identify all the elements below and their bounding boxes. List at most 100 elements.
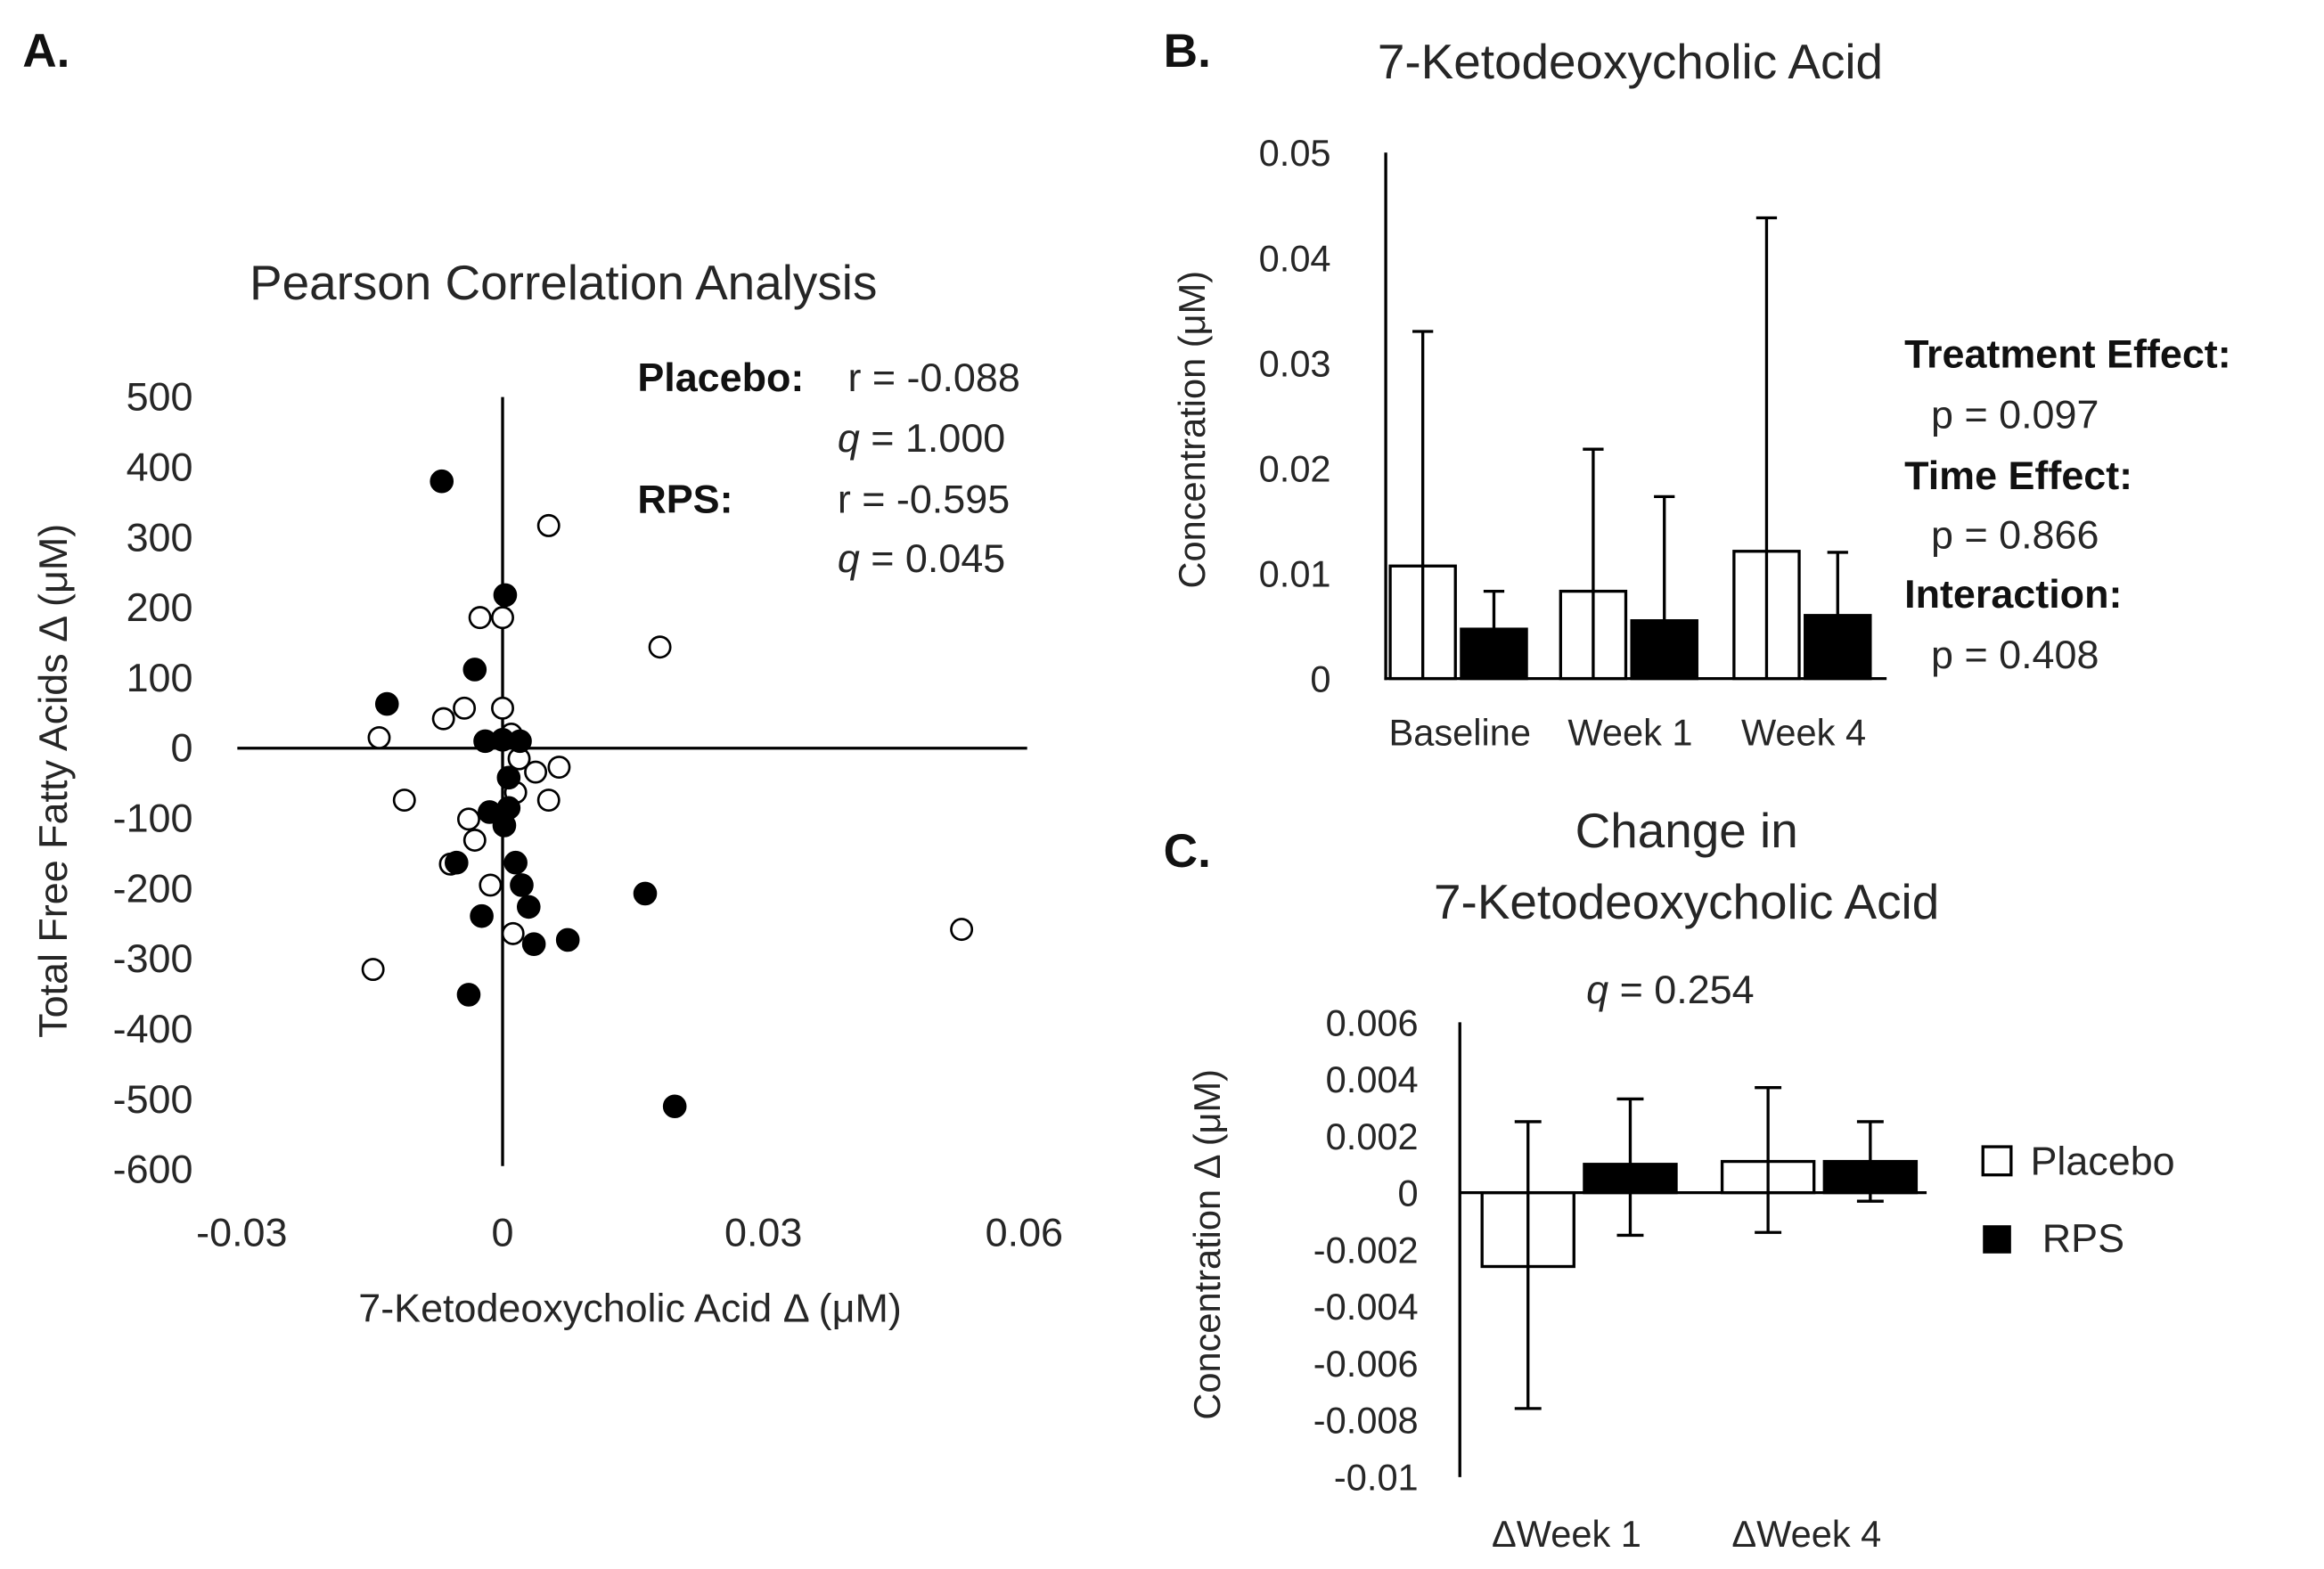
treatment-effect-p: p = 0.097	[1931, 392, 2099, 437]
placebo-point	[392, 789, 416, 813]
y-tick-label: 100	[127, 655, 193, 700]
placebo-r: r = -0.088	[847, 355, 1019, 400]
rps-point	[496, 765, 521, 790]
y-tick-label: 0	[171, 725, 193, 771]
x-tick-label: 0.03	[724, 1209, 802, 1254]
y-tick-label: 300	[127, 514, 193, 560]
y-tick-label: 0.03	[1259, 342, 1331, 384]
y-tick-label: 0	[1398, 1173, 1419, 1214]
placebo-point	[536, 513, 561, 537]
treatment-effect-label: Treatment Effect:	[1904, 331, 2231, 376]
rps-point	[492, 813, 517, 838]
x-tick-label: -0.03	[196, 1209, 287, 1254]
rps-stat-label: RPS:	[637, 476, 732, 521]
placebo-point	[431, 707, 455, 731]
scatter-title: Pearson Correlation Analysis	[250, 255, 877, 310]
interaction-p: p = 0.408	[1931, 632, 2099, 677]
placebo-point	[950, 918, 974, 942]
bar-chart-concentration: 7-Ketodeoxycholic Acid Concentration (μM…	[1171, 34, 2230, 753]
legend-rps-label: RPS	[2042, 1215, 2124, 1261]
panel-label-a: A.	[22, 25, 70, 78]
y-tick-label: 400	[127, 444, 193, 489]
legend-placebo-swatch	[1981, 1145, 2013, 1177]
placebo-point	[456, 807, 480, 831]
placebo-q: q = 1.000	[838, 415, 1005, 461]
rps-point	[478, 800, 502, 824]
y-tick-label: -0.008	[1313, 1400, 1419, 1442]
y-tick-label: -300	[113, 936, 193, 981]
time-effect-label: Time Effect:	[1904, 453, 2132, 498]
x-tick-label: Baseline	[1389, 711, 1531, 753]
rps-point	[516, 895, 541, 919]
placebo-point	[648, 635, 672, 659]
x-tick-label: Week 4	[1741, 711, 1866, 753]
y-tick-label: -100	[113, 796, 193, 841]
y-tick-label: -0.002	[1313, 1229, 1419, 1271]
placebo-point	[547, 756, 571, 780]
rps-q: q = 0.045	[838, 535, 1005, 581]
placebo-point	[536, 789, 561, 813]
rps-r: r = -0.595	[838, 476, 1010, 521]
bar-chart-b-title: 7-Ketodeoxycholic Acid	[1378, 34, 1883, 89]
placebo-point	[361, 958, 385, 982]
y-tick-label: 0	[1310, 658, 1330, 700]
y-tick-label: -0.01	[1334, 1456, 1419, 1498]
y-tick-label: 0.006	[1326, 1001, 1419, 1043]
placebo-point	[462, 829, 487, 852]
time-effect-p: p = 0.866	[1931, 511, 2099, 557]
rps-point	[430, 469, 454, 494]
bar-chart-c-title-line2: 7-Ketodeoxycholic Acid	[1434, 874, 1939, 929]
y-axis-label: Total Free Fatty Acids Δ (μM)	[30, 524, 76, 1038]
x-axis-label: 7-Ketodeoxycholic Acid Δ (μM)	[358, 1285, 902, 1330]
bar-chart-c-title-line1: Change in	[1575, 803, 1798, 858]
y-tick-label: 0.004	[1326, 1058, 1419, 1100]
bar-chart-change: Change in 7-Ketodeoxycholic Acid q = 0.2…	[1186, 803, 2175, 1555]
panel-label-c: C.	[1164, 825, 1211, 878]
rps-point	[510, 873, 534, 897]
x-tick-label: Week 1	[1567, 711, 1692, 753]
rps-point	[445, 850, 469, 875]
y-axis-label: Concentration (μM)	[1171, 271, 1213, 589]
y-tick-label: 0.002	[1326, 1115, 1419, 1157]
placebo-point	[453, 696, 477, 720]
y-tick-label: 200	[127, 584, 193, 630]
y-tick-label: -200	[113, 865, 193, 911]
placebo-point	[468, 606, 492, 630]
rps-point	[493, 583, 518, 608]
rps-point	[521, 932, 546, 956]
rps-point	[555, 928, 580, 952]
rps-point	[503, 850, 528, 875]
x-tick-label: ΔWeek 1	[1492, 1513, 1641, 1555]
rps-point	[470, 903, 494, 928]
legend-rps-swatch	[1983, 1225, 2011, 1254]
placebo-point	[524, 760, 548, 784]
scatter-chart: Pearson Correlation Analysis 500 400 300 20…	[30, 255, 1063, 1330]
rps-point	[508, 729, 532, 754]
legend-placebo-label: Placebo	[2030, 1139, 2174, 1184]
rps-point	[633, 881, 658, 906]
y-tick-label: 500	[127, 374, 193, 420]
y-axis-label: Concentration Δ (μM)	[1186, 1069, 1228, 1420]
x-tick-label: 0	[492, 1209, 514, 1254]
y-tick-label: -0.004	[1313, 1286, 1419, 1328]
rps-point	[662, 1094, 687, 1119]
x-tick-label: ΔWeek 4	[1731, 1513, 1881, 1555]
q-value: q = 0.254	[1586, 967, 1754, 1012]
y-tick-label: -600	[113, 1147, 193, 1192]
rps-point	[456, 983, 481, 1007]
y-tick-label: 0.04	[1259, 237, 1331, 279]
y-tick-label: -0.006	[1313, 1343, 1419, 1385]
placebo-point	[501, 921, 525, 945]
y-tick-label: -400	[113, 1006, 193, 1051]
interaction-label: Interaction:	[1904, 571, 2122, 617]
y-tick-label: 0.05	[1259, 132, 1331, 174]
y-tick-label: 0.02	[1259, 447, 1331, 489]
x-tick-label: 0.06	[986, 1209, 1063, 1254]
panel-label-b: B.	[1164, 25, 1211, 78]
placebo-point	[491, 696, 514, 720]
placebo-point	[367, 725, 391, 749]
y-tick-label: -500	[113, 1076, 193, 1122]
placebo-point	[479, 873, 503, 897]
y-tick-label: 0.01	[1259, 553, 1331, 595]
